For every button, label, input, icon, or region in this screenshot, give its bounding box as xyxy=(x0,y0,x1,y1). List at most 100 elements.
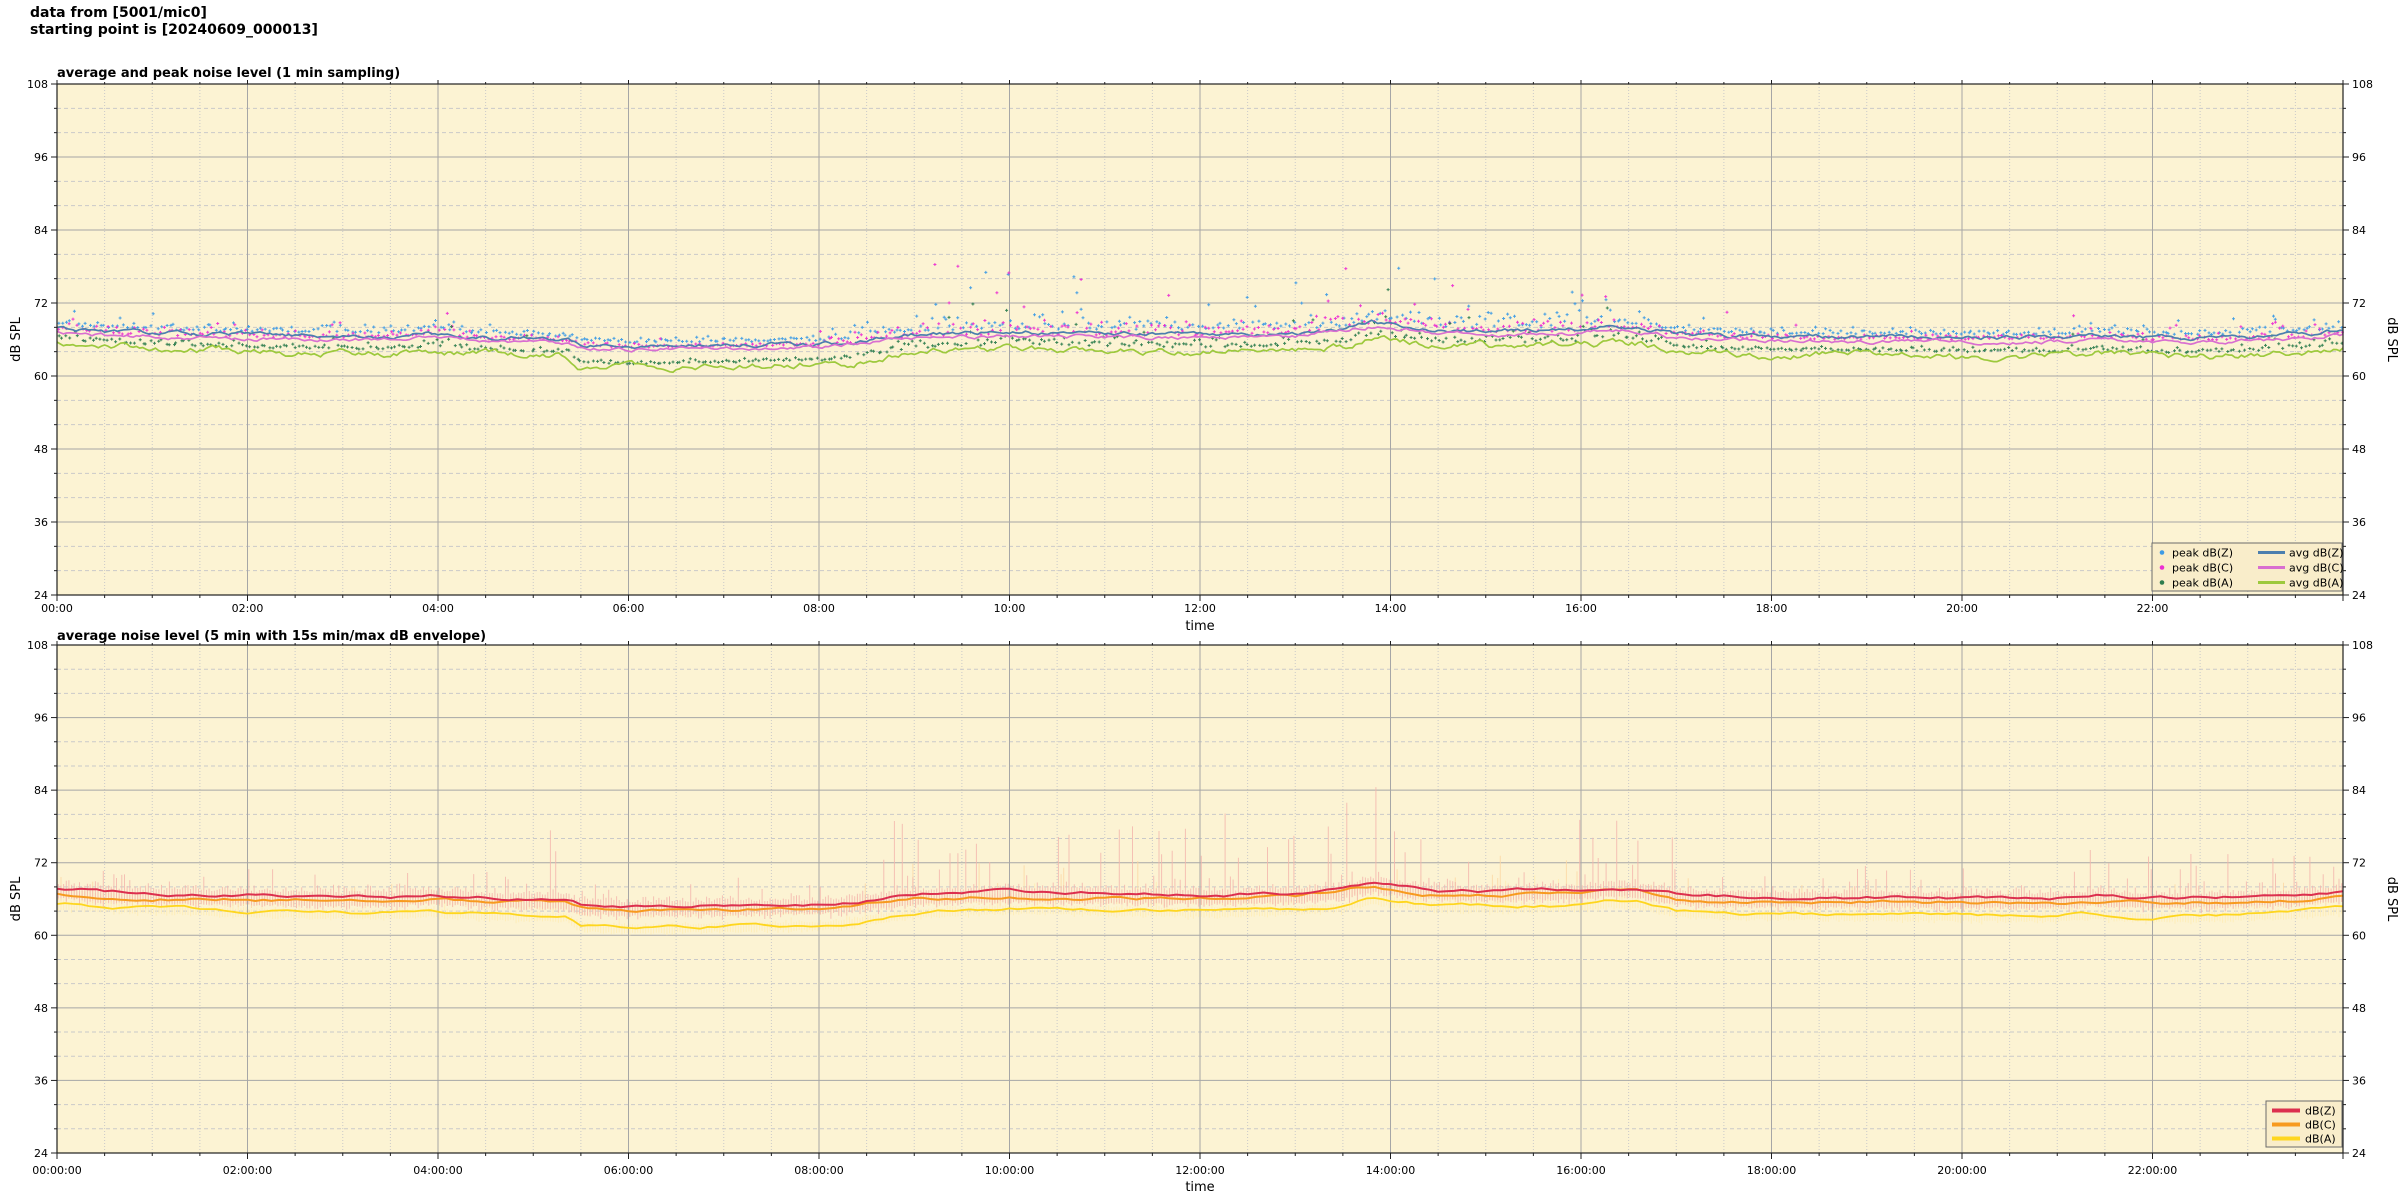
panel-2-legend: dB(Z)dB(C)dB(A) xyxy=(2265,1100,2343,1148)
x-tick-label: 04:00:00 xyxy=(413,1164,462,1177)
x-tick-label: 14:00 xyxy=(1375,602,1407,615)
line-db-z xyxy=(56,881,2344,909)
x-tick-label: 06:00:00 xyxy=(604,1164,653,1177)
x-tick-label: 12:00 xyxy=(1184,602,1216,615)
y-tick-label-left: 72 xyxy=(34,297,48,310)
y-axis-label-right: dB SPL xyxy=(2384,317,2399,362)
x-axis-label: time xyxy=(1185,619,1214,634)
x-tick-label: 08:00:00 xyxy=(794,1164,843,1177)
y-axis-label-left: dB SPL xyxy=(9,876,24,921)
line-avg-db-z xyxy=(56,319,2344,350)
line-avg-db-a xyxy=(56,334,2344,374)
tick-marks xyxy=(51,80,2349,601)
panel-1-legend: peak dB(Z) peak dB(C) peak dB(A) avg dB(Z) a… xyxy=(2151,542,2344,592)
x-tick-label: 02:00 xyxy=(232,602,264,615)
x-tick-label: 00:00:00 xyxy=(32,1164,81,1177)
y-tick-label-left: 60 xyxy=(34,370,48,383)
y-tick-label-right: 24 xyxy=(2352,1147,2366,1160)
y-tick-label-right: 84 xyxy=(2352,784,2366,797)
legend-marker-peak-db-c xyxy=(2159,565,2165,570)
legend-label-avg-db-a: avg dB(A) xyxy=(2289,576,2343,589)
panel-title: average and peak noise level (1 min samp… xyxy=(57,66,400,81)
x-tick-label: 06:00 xyxy=(613,602,645,615)
y-tick-label-right: 36 xyxy=(2352,1074,2366,1087)
legend-box xyxy=(2151,542,2343,592)
legend-marker-peak-db-z xyxy=(2159,550,2165,555)
y-tick-label-right: 108 xyxy=(2352,639,2373,652)
legend-label-peak-db-c: peak dB(C) xyxy=(2172,561,2233,574)
y-tick-label-left: 48 xyxy=(34,1002,48,1015)
x-tick-label: 18:00:00 xyxy=(1747,1164,1796,1177)
legend-label-db-a: dB(A) xyxy=(2305,1132,2336,1145)
y-tick-label-right: 108 xyxy=(2352,78,2373,91)
y-tick-label-right: 72 xyxy=(2352,297,2366,310)
x-tick-label: 16:00:00 xyxy=(1556,1164,1605,1177)
x-tick-label: 18:00 xyxy=(1756,602,1788,615)
panel-2-data xyxy=(56,787,2344,936)
x-tick-label: 10:00 xyxy=(994,602,1026,615)
y-tick-label-right: 48 xyxy=(2352,1002,2366,1015)
legend-label-peak-db-a: peak dB(A) xyxy=(2172,576,2233,589)
legend-marker-peak-db-a xyxy=(2159,580,2165,585)
scatter-peak-db-c xyxy=(57,263,2344,349)
legend-label-db-z: dB(Z) xyxy=(2305,1104,2336,1117)
y-axis-label-left: dB SPL xyxy=(9,316,24,361)
y-tick-label-left: 36 xyxy=(34,1074,48,1087)
header-start-line: starting point is [20240609_000013] xyxy=(30,22,318,38)
y-tick-label-right: 60 xyxy=(2352,929,2366,942)
y-tick-label-left: 72 xyxy=(34,857,48,870)
y-tick-label-left: 96 xyxy=(34,712,48,725)
scatter-peak-db-z xyxy=(57,266,2344,344)
tick-marks xyxy=(51,641,2349,1159)
y-tick-label-left: 24 xyxy=(34,589,48,602)
x-tick-label: 16:00 xyxy=(1565,602,1597,615)
y-tick-label-right: 84 xyxy=(2352,224,2366,237)
y-tick-label-right: 48 xyxy=(2352,443,2366,456)
major-gridlines xyxy=(57,84,2343,595)
y-tick-label-left: 36 xyxy=(34,516,48,529)
header: data from [5001/mic0] starting point is … xyxy=(30,5,318,39)
x-tick-label: 02:00:00 xyxy=(223,1164,272,1177)
y-tick-label-right: 96 xyxy=(2352,712,2366,725)
tick-labels: 00:00:00 02:00:00 04:00:00 06:00:00 08:00:00… xyxy=(27,639,2373,1177)
x-tick-label: 08:00 xyxy=(803,602,835,615)
x-axis-label: time xyxy=(1185,1180,1214,1195)
x-tick-label: 20:00:00 xyxy=(1937,1164,1986,1177)
x-tick-label: 04:00 xyxy=(422,602,454,615)
line-avg-db-c xyxy=(56,326,2344,353)
y-tick-label-left: 60 xyxy=(34,929,48,942)
y-tick-label-right: 24 xyxy=(2352,589,2366,602)
y-tick-label-right: 72 xyxy=(2352,857,2366,870)
y-tick-label-left: 48 xyxy=(34,443,48,456)
x-tick-label: 10:00:00 xyxy=(985,1164,1034,1177)
y-tick-label-left: 84 xyxy=(34,224,48,237)
line-db-c xyxy=(56,885,2344,913)
legend-label-peak-db-z: peak dB(Z) xyxy=(2172,546,2233,559)
y-tick-label-left: 108 xyxy=(27,78,48,91)
line-db-a xyxy=(56,897,2344,930)
x-tick-label: 20:00 xyxy=(1946,602,1978,615)
legend-label-db-c: dB(C) xyxy=(2305,1118,2336,1131)
tick-labels: 00:00 02:00 04:00 06:00 08:00 10:00 12:00 14:00… xyxy=(27,78,2373,615)
y-tick-label-right: 36 xyxy=(2352,516,2366,529)
x-tick-label: 14:00:00 xyxy=(1366,1164,1415,1177)
x-tick-label: 12:00:00 xyxy=(1175,1164,1224,1177)
x-tick-label: 22:00 xyxy=(2137,602,2169,615)
panel-title: average noise level (5 min with 15s min/… xyxy=(57,629,486,644)
y-tick-label-left: 24 xyxy=(34,1147,48,1160)
y-axis-label-right: dB SPL xyxy=(2384,877,2399,922)
x-tick-label: 00:00 xyxy=(41,602,73,615)
y-tick-label-left: 84 xyxy=(34,784,48,797)
panel-1-data xyxy=(56,263,2344,374)
header-source-line: data from [5001/mic0] xyxy=(30,5,207,21)
panel-1-frame: 00:00 02:00 04:00 06:00 08:00 10:00 12:00 14:00… xyxy=(9,66,2399,634)
panel-2-frame: 00:00:00 02:00:00 04:00:00 06:00:00 08:00:00… xyxy=(9,629,2399,1195)
y-tick-label-left: 96 xyxy=(34,151,48,164)
legend-label-avg-db-z: avg dB(Z) xyxy=(2289,546,2343,559)
y-tick-label-left: 108 xyxy=(27,639,48,652)
y-tick-label-right: 96 xyxy=(2352,151,2366,164)
legend-label-avg-db-c: avg dB(C) xyxy=(2289,561,2344,574)
y-tick-label-right: 60 xyxy=(2352,370,2366,383)
